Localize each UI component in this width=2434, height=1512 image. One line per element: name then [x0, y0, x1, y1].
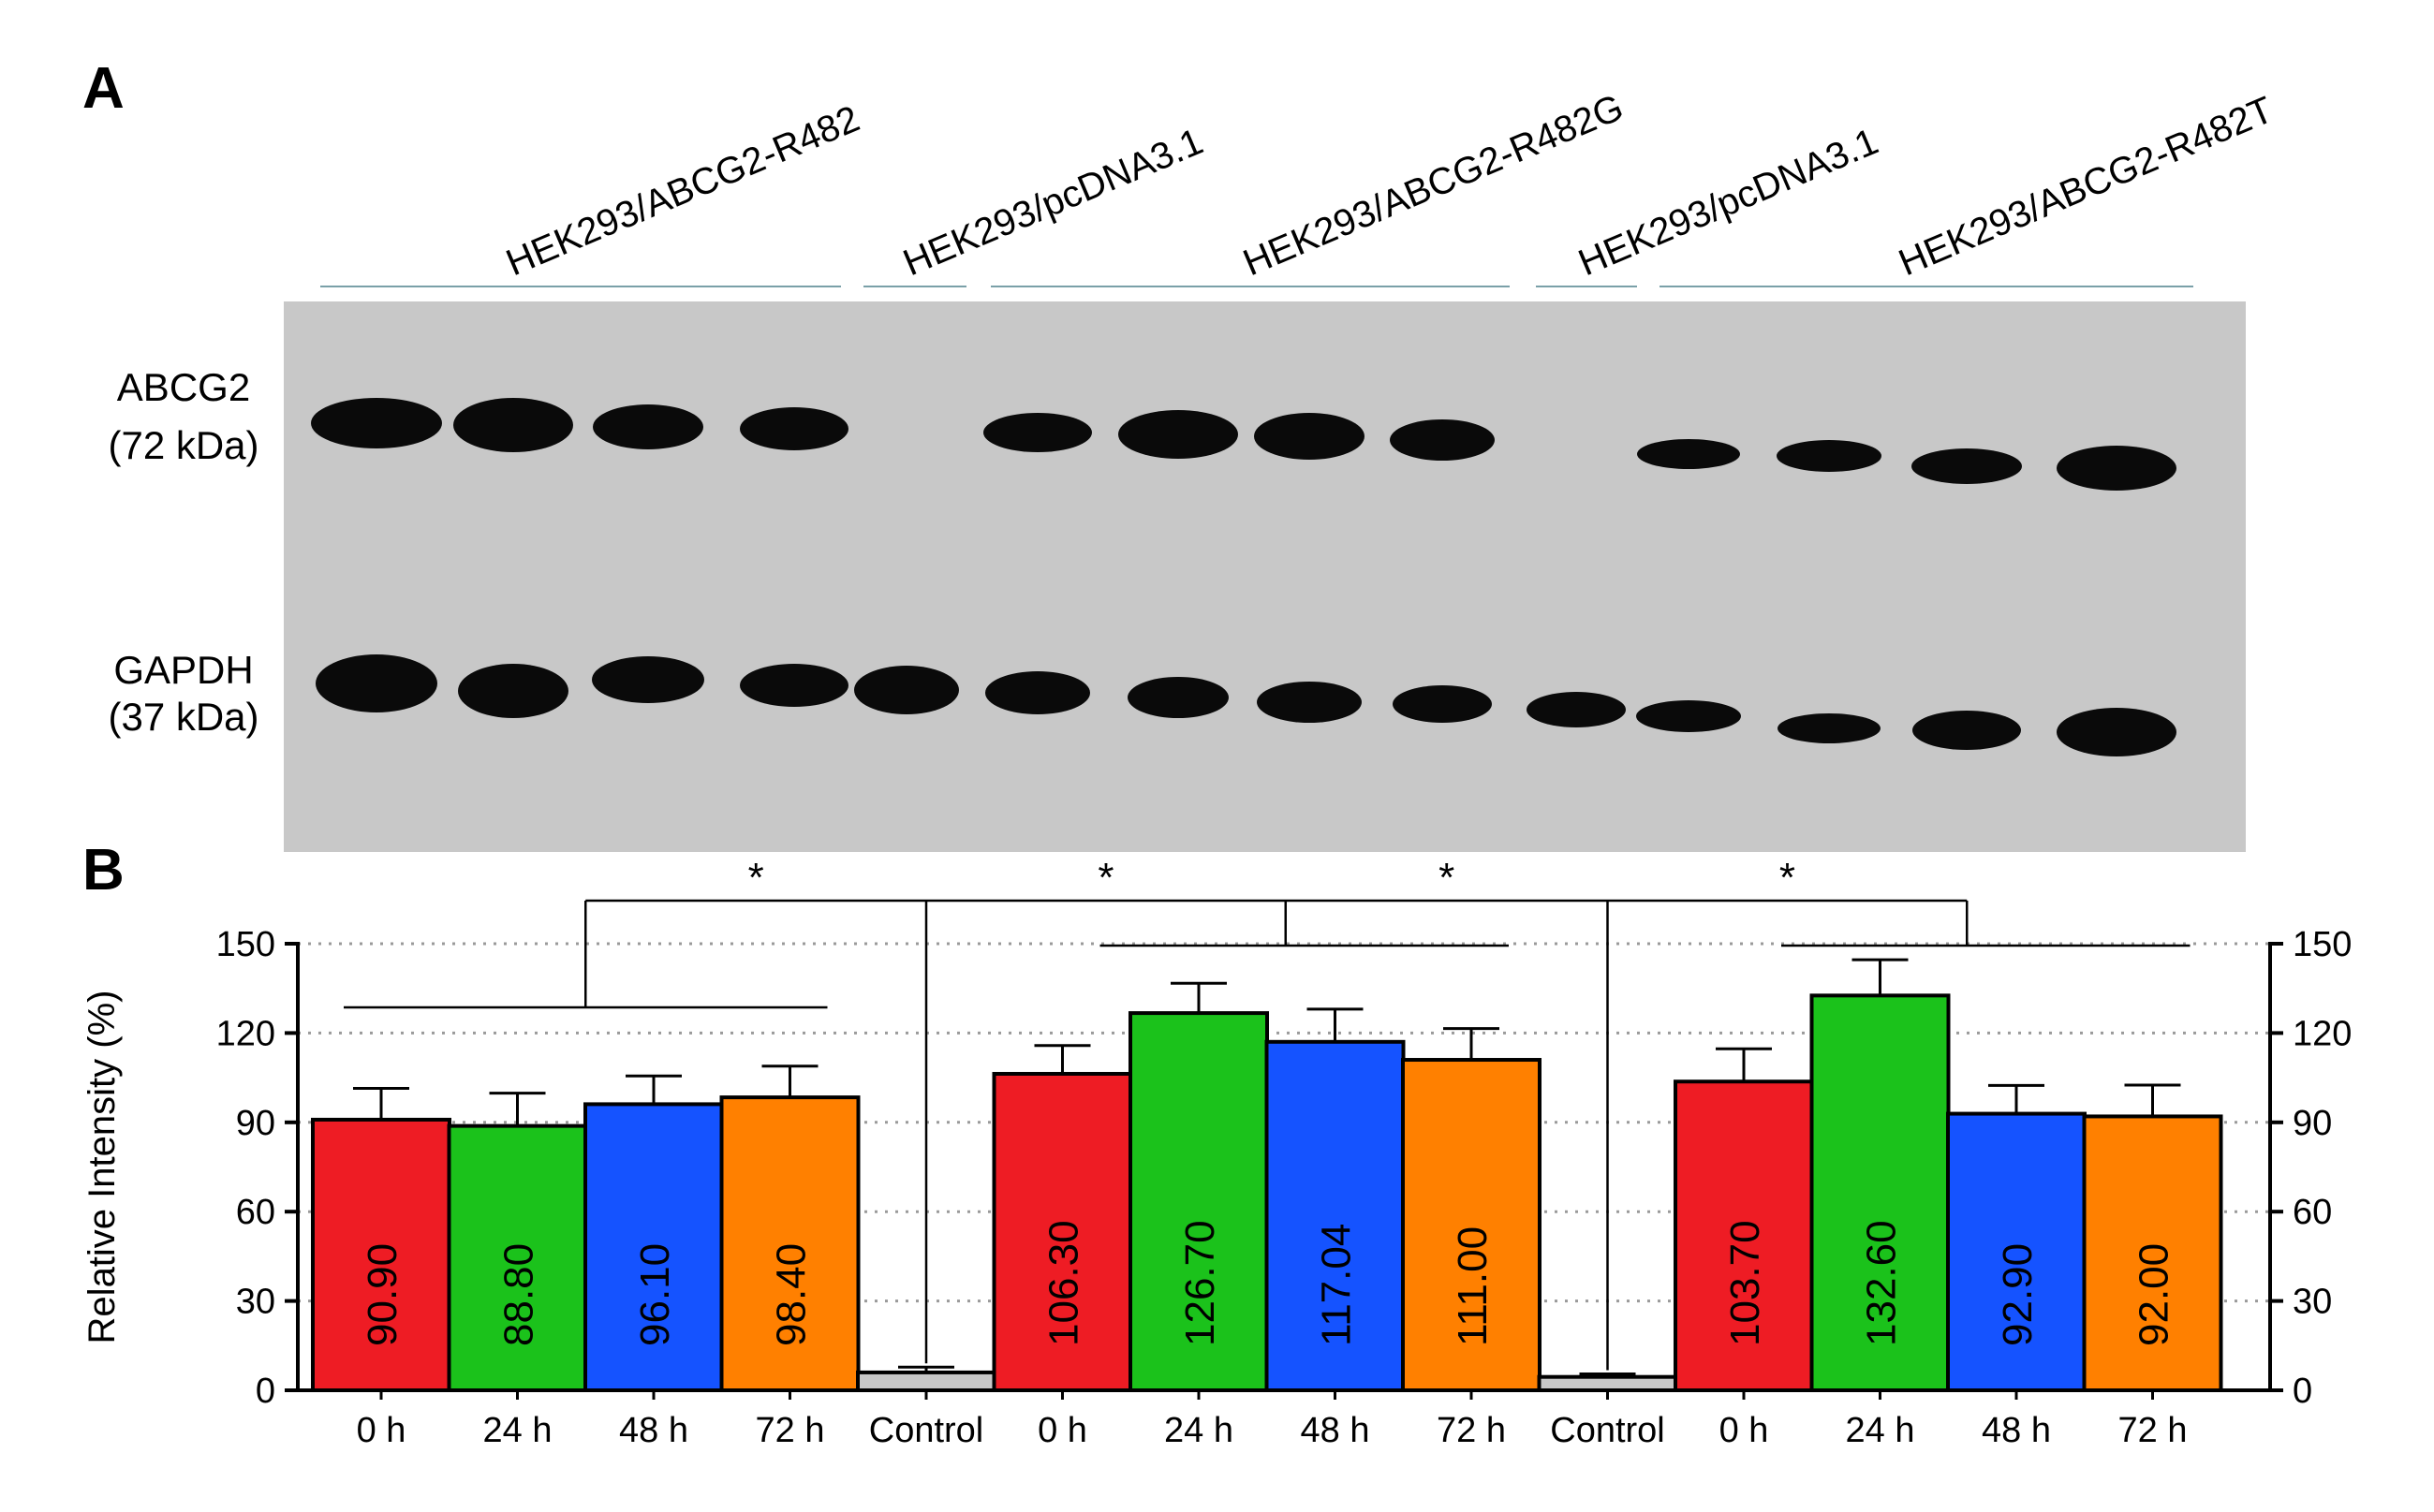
y-tick-label-left: 60 [236, 1193, 275, 1232]
significance-star: * [1098, 855, 1114, 901]
abcg2-label: ABCG2 [117, 365, 250, 409]
y-tick-label-right: 0 [2293, 1372, 2312, 1411]
category-label: 72 h [2118, 1411, 2188, 1450]
gapdh-band [2057, 708, 2176, 756]
abcg2-band [1118, 410, 1238, 459]
abcg2-band [2057, 446, 2176, 491]
y-tick-label-left: 150 [216, 925, 275, 964]
bar [2082, 1114, 2223, 1392]
gapdh-band [1912, 711, 2021, 750]
y-tick-label-left: 30 [236, 1283, 275, 1322]
abcg2-band [1390, 419, 1495, 461]
gapdh-band [854, 666, 959, 714]
category-label: 0 h [357, 1411, 406, 1450]
gapdh-band [985, 671, 1090, 714]
category-label: 0 h [1038, 1411, 1087, 1450]
group-label-1: HEK293/ABCG2-R482 [500, 98, 865, 285]
abcg2-band [1777, 440, 1881, 472]
abcg2-size-label: (72 kDa) [108, 423, 258, 467]
category-label: 48 h [1301, 1411, 1370, 1450]
gapdh-band [1128, 677, 1229, 718]
bar-value-label: 106.30 [1041, 1220, 1087, 1346]
bar [583, 1102, 724, 1392]
abcg2-band [311, 398, 442, 448]
y-axis-title: Relative Intensity (%) [81, 991, 123, 1344]
bar-value-label: 92.90 [1995, 1243, 2041, 1346]
group-label-3: HEK293/ABCG2-R482G [1237, 87, 1629, 285]
significance-star: * [1779, 855, 1795, 901]
significance-brackets: * * * * [344, 855, 2191, 1371]
bar-value-label: 117.04 [1314, 1224, 1360, 1346]
category-label: Control [869, 1411, 984, 1450]
bar [856, 1370, 996, 1393]
bar-value-label: 126.70 [1177, 1220, 1223, 1346]
bar-chart: 90.90 0 h 88.80 24 h 96.10 48 h 98.40 72 h Contr… [81, 925, 2352, 1450]
bar [1674, 1079, 1814, 1392]
bar-value-label: 103.70 [1722, 1220, 1768, 1346]
gapdh-band [1636, 700, 1741, 732]
bar-value-label: 111.00 [1450, 1226, 1496, 1346]
group-label-5: HEK293/ABCG2-R482T [1893, 89, 2279, 284]
gapdh-label: GAPDH [113, 648, 253, 692]
gapdh-band [1257, 682, 1362, 723]
gapdh-band [1527, 692, 1626, 727]
bar-value-label: 98.40 [769, 1243, 815, 1346]
significance-star: * [1438, 855, 1454, 901]
category-label: Control [1550, 1411, 1665, 1450]
gapdh-band [316, 654, 437, 712]
group-labels: HEK293/ABCG2-R482 HEK293/pcDNA3.1 HEK293… [500, 87, 2279, 285]
panel-b-letter: B [82, 838, 125, 903]
category-label: 24 h [1164, 1411, 1233, 1450]
bar-value-label: 88.80 [496, 1243, 542, 1346]
category-label: 24 h [483, 1411, 553, 1450]
bar [1264, 1039, 1406, 1392]
category-label: 0 h [1719, 1411, 1769, 1450]
y-tick-label-left: 90 [236, 1104, 275, 1143]
abcg2-band [453, 398, 573, 452]
bar-value-label: 92.00 [2132, 1243, 2177, 1346]
abcg2-band [1254, 413, 1365, 460]
gapdh-size-label: (37 kDa) [108, 695, 258, 739]
y-tick-label-right: 90 [2293, 1104, 2332, 1143]
bar [1537, 1374, 1678, 1392]
y-tick-label-right: 60 [2293, 1193, 2332, 1232]
blot-bands [311, 398, 2176, 756]
blot-background [284, 301, 2246, 852]
significance-star: * [748, 855, 764, 901]
panel-a-letter: A [82, 56, 125, 121]
marker-labels: ABCG2 (72 kDa) GAPDH (37 kDa) [108, 365, 258, 739]
category-label: 24 h [1846, 1411, 1915, 1450]
gapdh-band [1393, 685, 1492, 723]
group-label-4: HEK293/pcDNA3.1 [1572, 121, 1883, 284]
abcg2-band [1911, 448, 2022, 484]
bar [1809, 993, 1951, 1393]
category-label: 48 h [1982, 1411, 2051, 1450]
y-tick-label-left: 0 [256, 1372, 275, 1411]
abcg2-band [593, 404, 703, 449]
gapdh-band [1778, 713, 1881, 743]
y-tick-label-right: 30 [2293, 1283, 2332, 1322]
gapdh-band [458, 664, 568, 718]
bar [1401, 1058, 1542, 1393]
bar-value-label: 132.60 [1859, 1220, 1905, 1346]
gapdh-band [740, 664, 848, 707]
abcg2-band [1637, 439, 1740, 469]
abcg2-band [740, 407, 848, 450]
y-tick-label-right: 150 [2293, 925, 2352, 964]
bar-value-label: 90.90 [360, 1243, 406, 1346]
group-label-2: HEK293/pcDNA3.1 [897, 121, 1208, 284]
abcg2-band [983, 413, 1092, 452]
y-tick-label-right: 120 [2293, 1014, 2352, 1053]
y-tick-label-left: 120 [216, 1014, 275, 1053]
category-label: 72 h [1437, 1411, 1506, 1450]
bar-value-label: 96.10 [632, 1243, 678, 1346]
category-label: 48 h [619, 1411, 688, 1450]
gapdh-band [592, 656, 704, 703]
category-label: 72 h [756, 1411, 825, 1450]
